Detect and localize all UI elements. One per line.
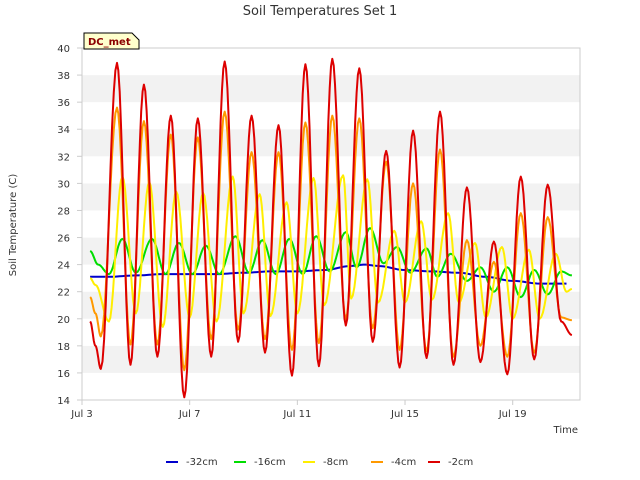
y-tick-label: 20	[57, 315, 70, 326]
legend-label: -8cm	[323, 457, 348, 468]
y-tick-label: 14	[57, 396, 70, 407]
grid-band	[82, 156, 580, 184]
y-tick-label: 40	[57, 44, 70, 55]
legend-label: -2cm	[448, 457, 473, 468]
legend-label: -4cm	[391, 457, 416, 468]
y-tick-label: 26	[57, 234, 70, 245]
x-tick-label: Jul 15	[390, 409, 419, 420]
x-tick-label: Jul 3	[70, 409, 93, 420]
grid-band	[82, 291, 580, 319]
legend-label: -32cm	[186, 457, 218, 468]
grid-band	[82, 129, 580, 157]
grid-band	[82, 210, 580, 238]
legend-label: -16cm	[254, 457, 286, 468]
y-axis-label: Soil Temperature (C)	[8, 174, 19, 277]
x-tick-label: Jul 7	[178, 409, 201, 420]
x-tick-label: Jul 19	[498, 409, 527, 420]
grid-band	[82, 372, 580, 400]
y-tick-label: 28	[57, 206, 70, 217]
y-tick-label: 16	[57, 369, 70, 380]
y-tick-label: 18	[57, 342, 70, 353]
series-line-minus-8cm	[89, 174, 573, 328]
y-tick-label: 30	[57, 179, 70, 190]
y-tick-label: 38	[57, 71, 70, 82]
y-tick-label: 24	[57, 261, 70, 272]
station-badge-box	[83, 32, 140, 50]
series-lines	[89, 57, 573, 399]
y-tick-label: 32	[57, 152, 70, 163]
station-badge: DC_met	[83, 32, 140, 50]
x-tick-label: Jul 11	[282, 409, 311, 420]
plot-area-border	[81, 47, 581, 401]
y-tick-label: 36	[57, 98, 70, 109]
grid-band	[82, 345, 580, 373]
grid-band	[82, 183, 580, 211]
series-line-minus-2cm	[89, 57, 573, 399]
x-axis-ticks: Jul 3 Jul 7 Jul 11 Jul 15 Jul 19	[70, 400, 527, 420]
chart-title: Soil Temperatures Set 1	[243, 4, 398, 19]
x-axis-label: Time	[553, 425, 578, 436]
y-tick-label: 22	[57, 288, 70, 299]
legend: -32cm -16cm -8cm -4cm -2cm	[166, 457, 473, 468]
y-axis-ticks: 14 16 18 20 22 24 26 28 30 32 34 36 38 40	[57, 44, 82, 407]
y-tick-label: 34	[57, 125, 70, 136]
station-badge-label: DC_met	[88, 37, 131, 48]
